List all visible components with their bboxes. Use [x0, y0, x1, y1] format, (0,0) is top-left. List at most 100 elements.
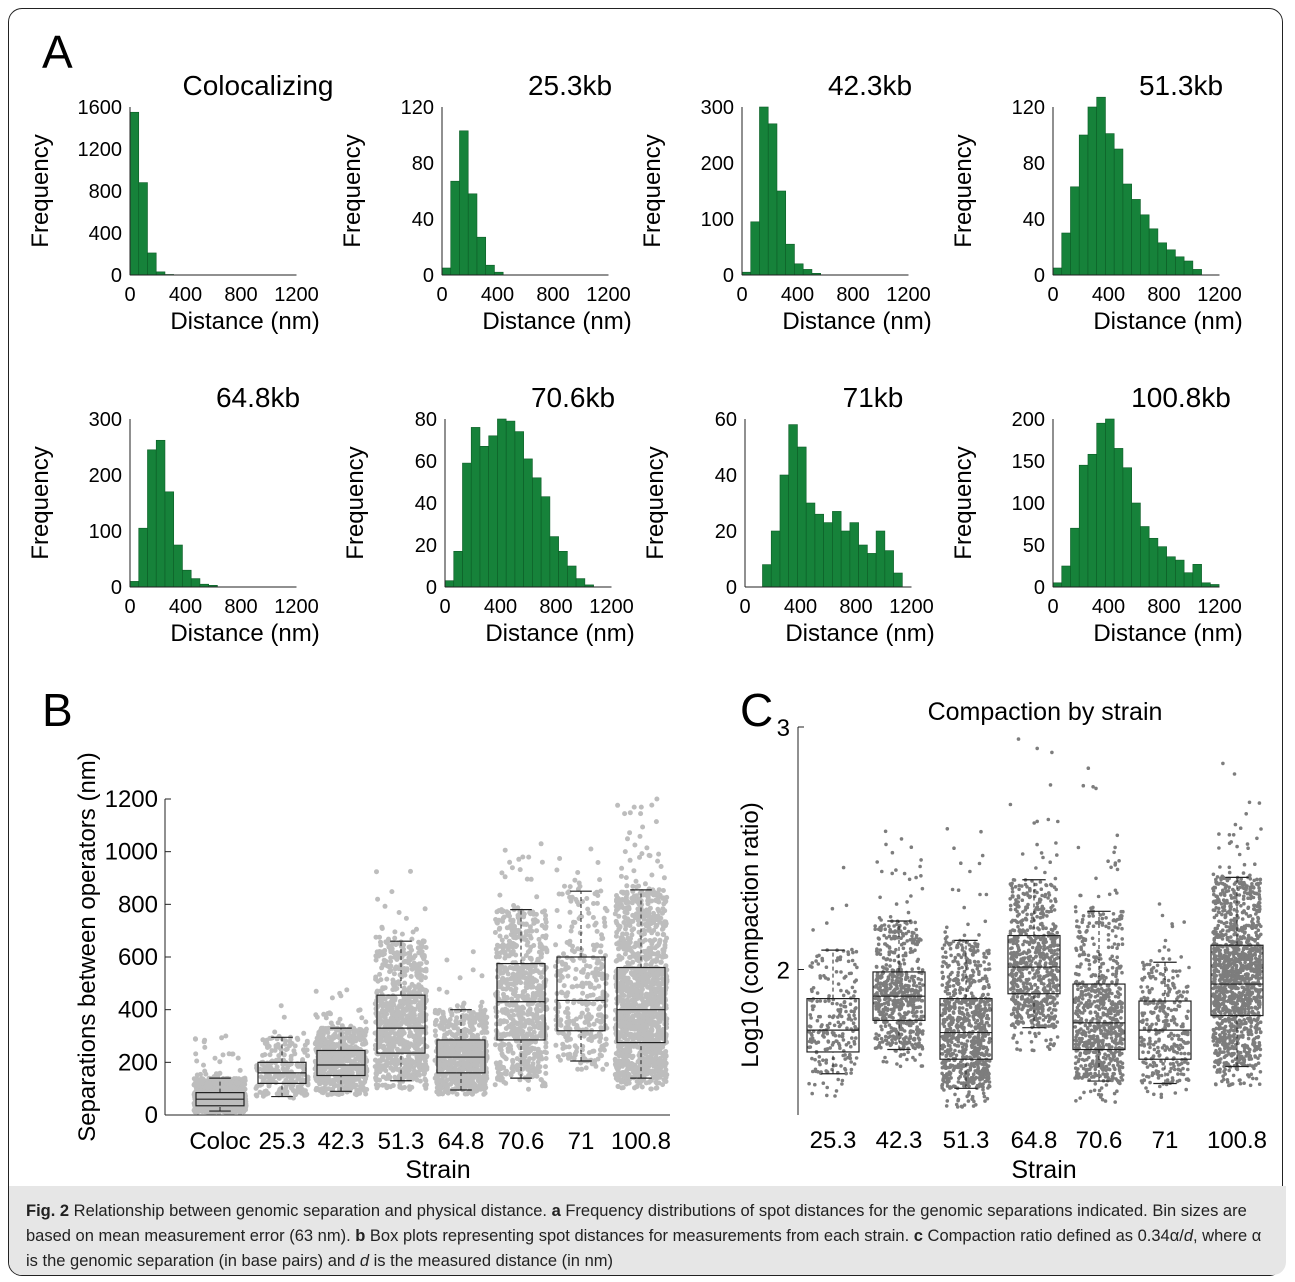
data-point — [380, 952, 386, 958]
data-point — [393, 1075, 399, 1081]
data-point — [654, 796, 660, 802]
data-point — [202, 1044, 208, 1050]
data-point — [567, 941, 573, 947]
data-point — [305, 1081, 311, 1087]
y-tick-label: 20 — [715, 521, 737, 543]
data-point — [511, 903, 517, 908]
x-tick-label: 400 — [484, 596, 517, 618]
data-point — [416, 982, 422, 988]
data-point — [503, 1056, 509, 1062]
data-point — [352, 1091, 358, 1097]
data-point — [291, 1089, 297, 1094]
histogram-bar — [849, 522, 859, 588]
data-point — [512, 1027, 518, 1033]
data-point — [273, 1043, 279, 1049]
data-point — [378, 1014, 384, 1020]
y-tick-label: 100 — [1012, 493, 1045, 515]
data-point — [260, 1052, 266, 1058]
y-axis-label: Frequency — [950, 134, 977, 247]
data-point — [492, 1082, 498, 1088]
data-point — [483, 1058, 489, 1064]
data-point — [329, 995, 335, 1001]
histogram-bar — [823, 522, 833, 588]
data-point — [479, 1030, 485, 1036]
histogram-bar — [802, 269, 813, 276]
data-point — [304, 1038, 310, 1044]
data-point — [417, 1003, 423, 1009]
data-point — [504, 995, 510, 1000]
data-point — [295, 1086, 301, 1092]
data-point — [513, 993, 519, 999]
data-point — [539, 1083, 545, 1089]
data-point — [437, 1067, 443, 1073]
data-point — [562, 883, 567, 889]
data-point — [512, 926, 518, 932]
data-point — [223, 1101, 229, 1106]
data-point — [471, 1015, 476, 1021]
data-point — [331, 1059, 337, 1065]
data-point — [422, 906, 428, 912]
data-point — [569, 894, 575, 900]
data-point — [600, 935, 606, 941]
data-point — [215, 1085, 221, 1091]
data-point — [622, 811, 628, 817]
data-point — [278, 1003, 284, 1009]
y-axis-label: Frequency — [639, 134, 666, 247]
histogram-bar — [785, 243, 795, 276]
box-70.6 — [492, 841, 550, 1092]
histogram-bar — [514, 431, 524, 588]
data-point — [283, 1038, 288, 1044]
data-point — [374, 869, 379, 875]
data-point — [594, 960, 600, 966]
histogram-bar — [1070, 527, 1080, 588]
data-point — [590, 1001, 596, 1007]
data-point — [483, 1067, 489, 1073]
data-point — [197, 1088, 203, 1093]
histogram-bar — [488, 435, 498, 588]
y-tick-label: 40 — [412, 209, 434, 231]
data-point — [627, 857, 633, 863]
data-point — [590, 992, 596, 998]
data-point — [444, 1053, 450, 1059]
data-point — [455, 1026, 461, 1032]
data-point — [221, 1107, 227, 1113]
data-point — [498, 1072, 504, 1077]
y-tick-label: 40 — [1023, 209, 1045, 231]
histogram-bar — [497, 418, 507, 588]
data-point — [380, 1082, 386, 1088]
data-point — [534, 968, 540, 974]
data-point — [520, 854, 526, 860]
data-point — [254, 1084, 260, 1090]
data-point — [210, 1093, 216, 1099]
data-point — [312, 1041, 318, 1047]
histogram-bar — [1122, 467, 1132, 588]
data-point — [394, 950, 400, 956]
x-tick-label: 0 — [124, 284, 135, 306]
data-point — [203, 1085, 209, 1090]
data-point — [619, 865, 625, 871]
data-point — [467, 1019, 473, 1025]
data-point — [532, 963, 538, 969]
data-point — [410, 1018, 416, 1024]
histogram-bar — [788, 424, 798, 588]
data-point — [408, 868, 413, 874]
x-tick-label: 1200 — [274, 596, 319, 618]
y-tick-label: 150 — [1012, 451, 1045, 473]
data-point — [500, 970, 506, 976]
histogram-bar — [1201, 582, 1211, 588]
data-point — [586, 1037, 592, 1042]
data-point — [280, 1066, 286, 1072]
data-point — [529, 928, 535, 934]
x-tick-label: 0 — [736, 284, 747, 306]
data-point — [414, 1047, 420, 1053]
histogram-title: 64.8kb — [216, 382, 300, 413]
data-point — [355, 1069, 361, 1075]
data-point — [469, 1091, 475, 1097]
histogram-bar — [505, 420, 516, 588]
data-point — [321, 1036, 327, 1042]
data-point — [528, 935, 534, 941]
data-point — [318, 1088, 324, 1094]
data-point — [476, 1083, 482, 1089]
y-tick-label: 0 — [111, 577, 122, 599]
data-point — [591, 1060, 597, 1066]
